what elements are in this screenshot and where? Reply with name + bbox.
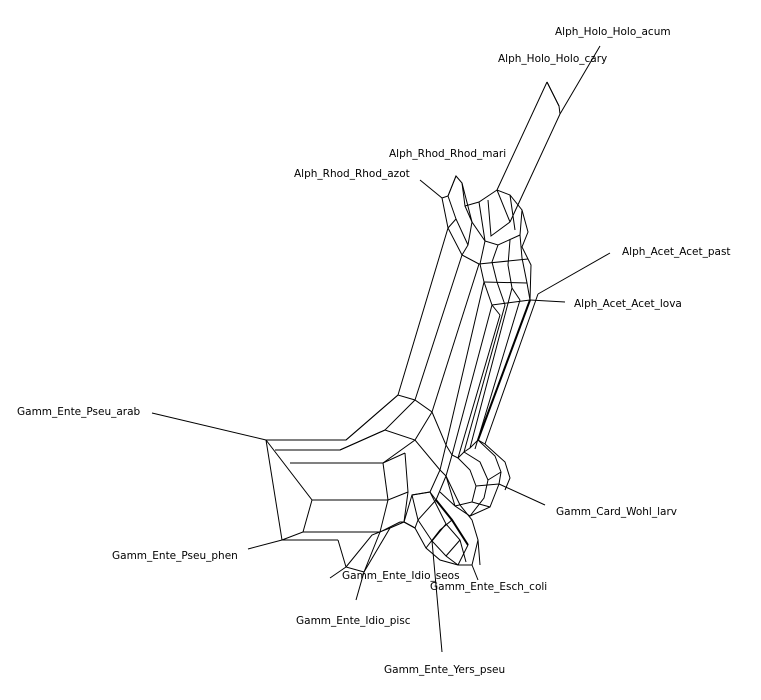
edge-esch-coli: [471, 564, 479, 581]
edge-rhod-azot: [419, 179, 443, 199]
label-acet-past: Alph_Acet_Acet_past: [622, 246, 731, 258]
label-acet-lova: Alph_Acet_Acet_lova: [574, 298, 682, 310]
label-esch-coli: Gamm_Ente_Esch_coli: [430, 581, 547, 593]
label-pseu-phen: Gamm_Ente_Pseu_phen: [112, 550, 238, 562]
label-yers-pseu: Gamm_Ente_Yers_pseu: [384, 664, 505, 676]
label-holo-cary: Alph_Holo_Holo_cary: [498, 53, 607, 65]
edge-pseu-arab: [151, 412, 267, 441]
edge-acet-past: [537, 252, 611, 295]
label-idio-pisc: Gamm_Ente_Idio_pisc: [296, 615, 411, 627]
label-pseu-arab: Gamm_Ente_Pseu_arab: [17, 406, 141, 418]
network-splits: [265, 81, 561, 573]
label-holo-acum: Alph_Holo_Holo_acum: [555, 26, 671, 38]
label-wohl-larv: Gamm_Card_Wohl_larv: [556, 506, 677, 518]
edge-idio-seos: [329, 566, 347, 579]
edge-wohl-larv: [498, 483, 546, 506]
label-rhod-azot: Alph_Rhod_Rhod_azot: [294, 168, 410, 180]
edge-holo-acum: [559, 45, 601, 115]
edge-yers-pseu: [431, 540, 443, 653]
edge-idio-pisc: [355, 571, 365, 601]
label-rhod-mari: Alph_Rhod_Rhod_mari: [389, 148, 506, 160]
taxon-labels: Alph_Holo_Holo_acum Alph_Holo_Holo_cary …: [17, 26, 731, 676]
edge-pseu-phen: [247, 539, 283, 550]
label-idio-seos: Gamm_Ente_Idio_seos: [342, 570, 460, 582]
